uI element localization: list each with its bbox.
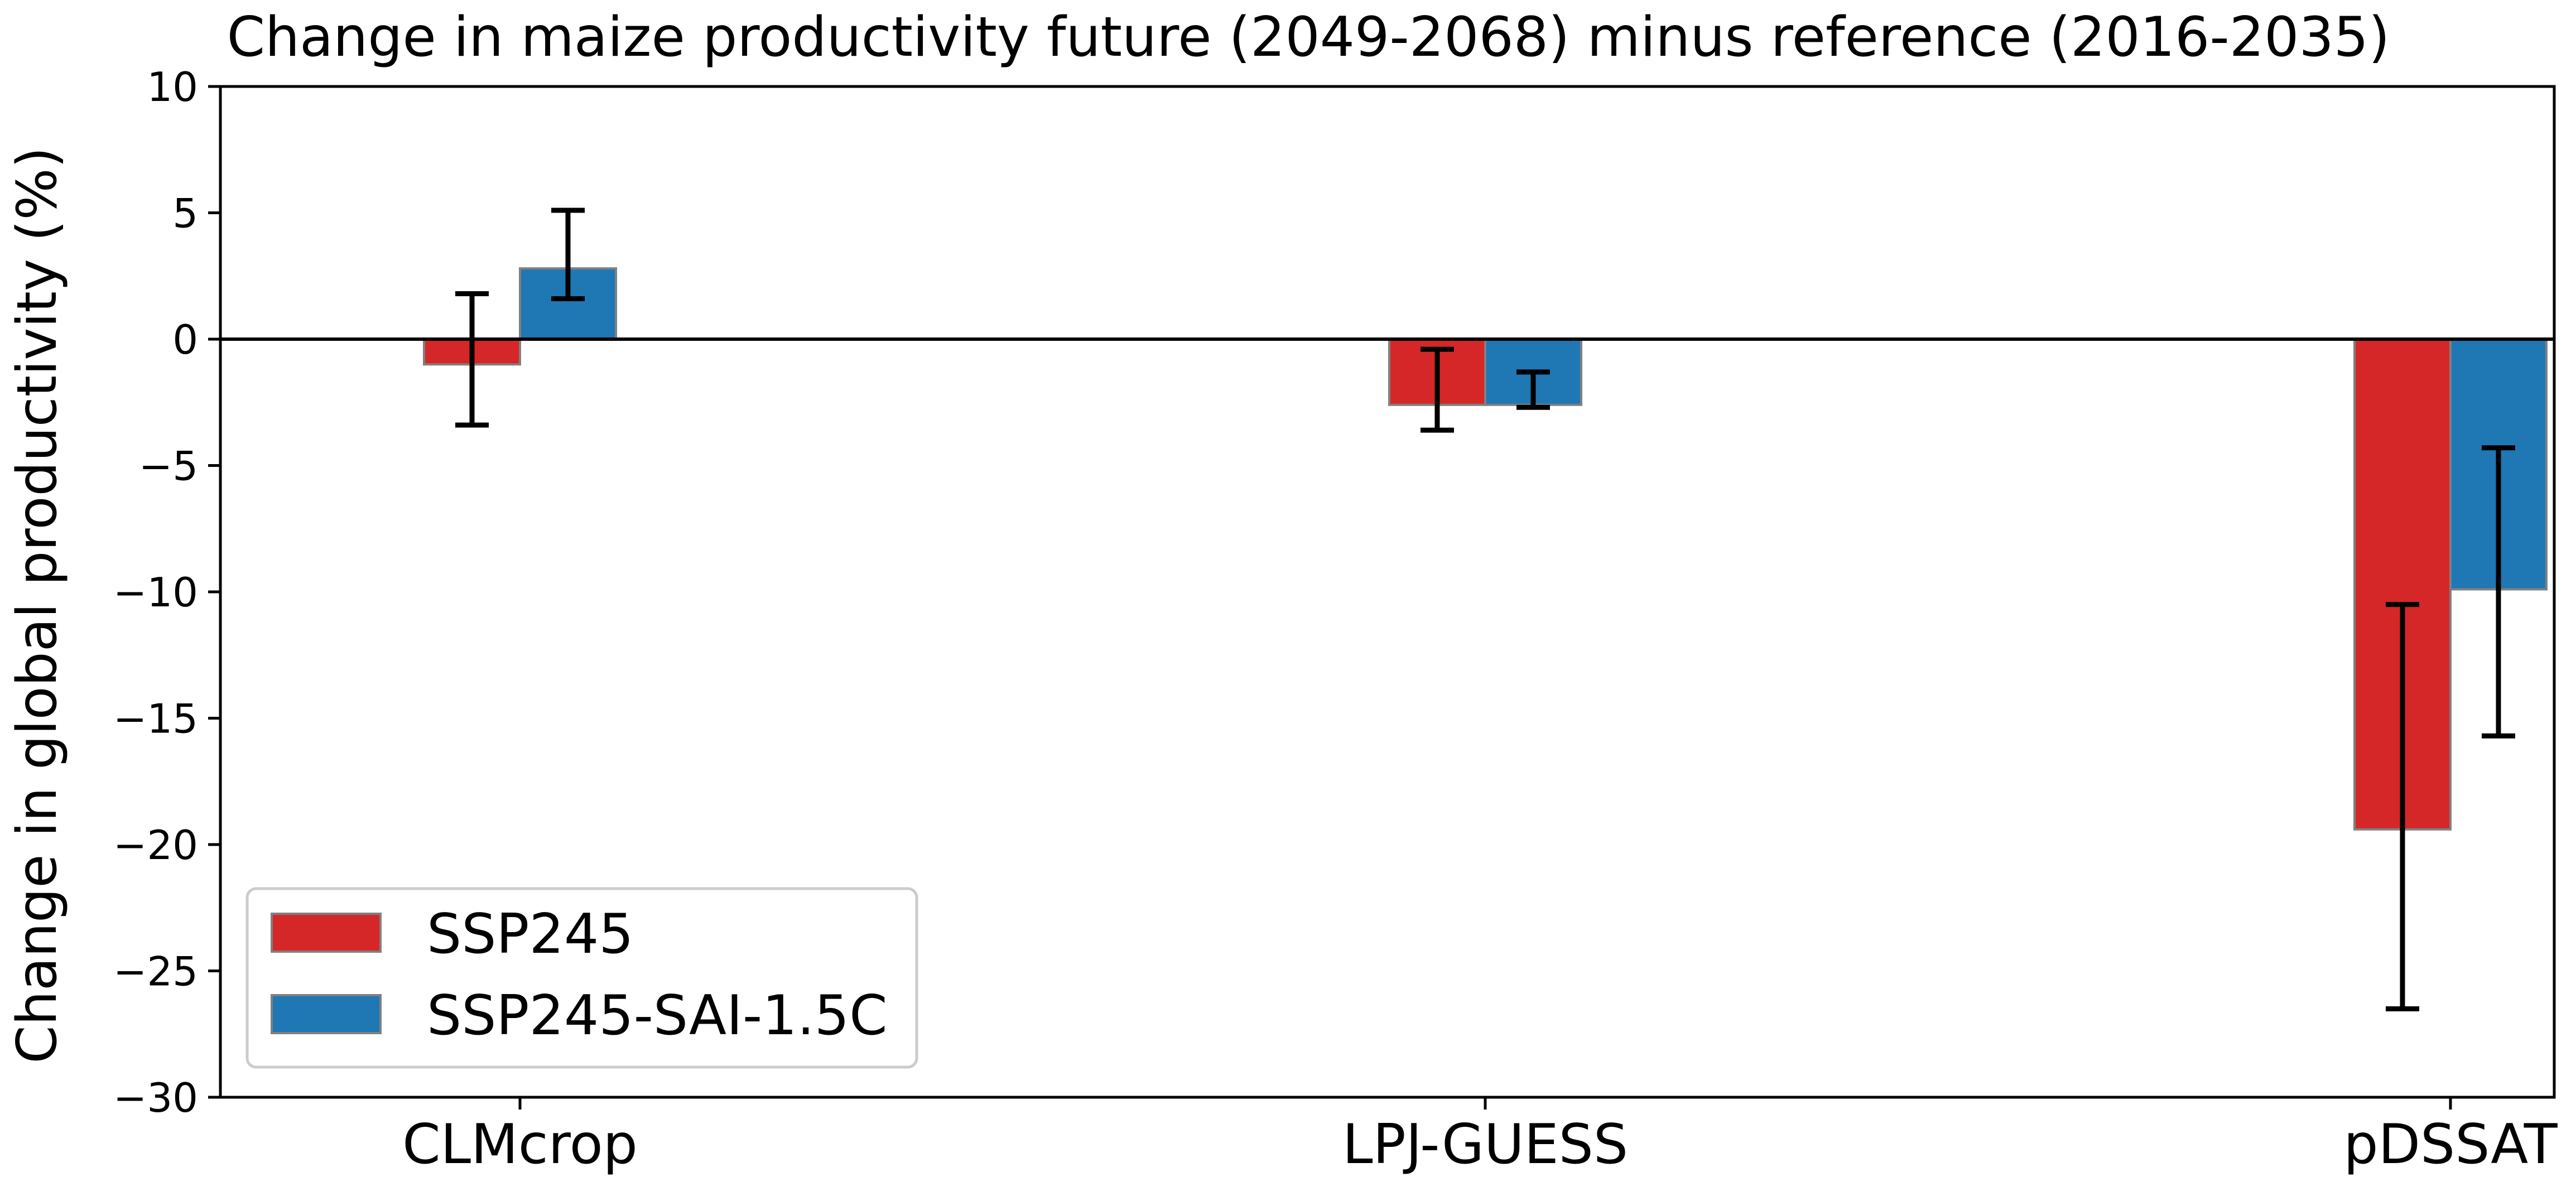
error-bar-ssp245-sai-1-5c-clmcrop (551, 208, 585, 302)
error-bar-ssp245-clmcrop (455, 291, 489, 428)
bar-ssp245-sai-1-5c-clmcrop (519, 267, 617, 340)
error-bar-ssp245-sai-1-5c-lpj-guess (1516, 369, 1550, 410)
y-tick-label: −15 (113, 696, 198, 742)
legend-label: SSP245-SAI-1.5C (427, 984, 888, 1048)
y-tick-label: −30 (113, 1074, 198, 1121)
x-tick-label: CLMcrop (402, 1113, 638, 1176)
y-tick-label: −5 (139, 443, 198, 490)
legend-label: SSP245 (427, 903, 634, 966)
error-bar-ssp245-pdssat (2386, 602, 2419, 1011)
x-tick-label: pDSSAT (2343, 1113, 2558, 1176)
y-tick-label: 10 (147, 64, 198, 110)
y-tick-label: 5 (172, 190, 198, 237)
x-tick-label: LPJ-GUESS (1342, 1113, 1628, 1176)
legend-box (245, 887, 918, 1069)
error-bar-ssp245-lpj-guess (1421, 346, 1454, 433)
error-bar-ssp245-sai-1-5c-pdssat (2482, 445, 2515, 739)
y-tick-label: 0 (172, 316, 198, 363)
y-tick-label: −25 (113, 948, 198, 995)
legend: SSP245 SSP245-SAI-1.5C (245, 887, 918, 1069)
y-axis-label: Change in global productivity (%) (6, 147, 69, 1063)
plot-area: 10 5 0 −5 −10 −15 −20 −25 −30 CLMcrop LPJ-GUESS pDS… (113, 64, 2558, 1176)
legend-swatch (271, 994, 382, 1034)
legend-swatch (271, 913, 382, 953)
chart-title: Change in maize productivity future (204… (227, 6, 2390, 69)
y-tick-label: −10 (113, 569, 198, 616)
y-tick-label: −20 (113, 822, 198, 869)
